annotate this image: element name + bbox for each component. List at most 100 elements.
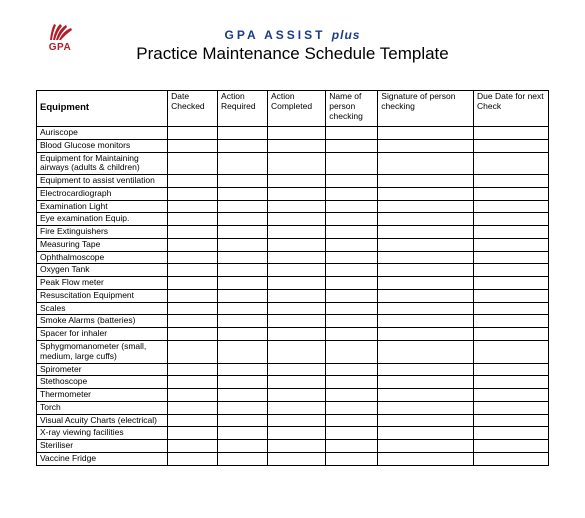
empty-cell (326, 414, 378, 427)
empty-cell (378, 452, 474, 465)
maintenance-table: Equipment Date Checked Action Required A… (36, 90, 549, 466)
equipment-cell: Peak Flow meter (37, 277, 168, 290)
table-row: Equipment to assist ventilation (37, 175, 549, 188)
empty-cell (326, 363, 378, 376)
empty-cell (168, 328, 218, 341)
empty-cell (326, 139, 378, 152)
table-row: Equipment for Maintaining airways (adult… (37, 152, 549, 175)
logo-text: GPA (40, 43, 80, 53)
empty-cell (378, 427, 474, 440)
col-date-checked: Date Checked (168, 91, 218, 127)
col-equipment: Equipment (37, 91, 168, 127)
table-row: Eye examination Equip. (37, 213, 549, 226)
equipment-cell: Stethoscope (37, 376, 168, 389)
fan-icon (46, 22, 74, 42)
empty-cell (474, 427, 549, 440)
empty-cell (474, 251, 549, 264)
empty-cell (267, 277, 325, 290)
equipment-cell: Resuscitation Equipment (37, 289, 168, 302)
empty-cell (218, 152, 268, 175)
empty-cell (326, 452, 378, 465)
empty-cell (474, 315, 549, 328)
equipment-cell: Torch (37, 401, 168, 414)
equipment-cell: Examination Light (37, 200, 168, 213)
table-row: Ophthalmoscope (37, 251, 549, 264)
empty-cell (474, 440, 549, 453)
empty-cell (378, 127, 474, 140)
header: GPA GPA ASSIST plus Practice Maintenance… (36, 28, 549, 84)
empty-cell (267, 328, 325, 341)
empty-cell (168, 264, 218, 277)
empty-cell (326, 213, 378, 226)
empty-cell (168, 238, 218, 251)
empty-cell (326, 238, 378, 251)
empty-cell (218, 328, 268, 341)
header-line1a: GPA ASSIST (225, 28, 326, 42)
empty-cell (474, 213, 549, 226)
table-row: Vaccine Fridge (37, 452, 549, 465)
empty-cell (378, 238, 474, 251)
empty-cell (378, 264, 474, 277)
empty-cell (326, 302, 378, 315)
empty-cell (378, 440, 474, 453)
empty-cell (267, 341, 325, 364)
equipment-cell: Equipment to assist ventilation (37, 175, 168, 188)
empty-cell (474, 139, 549, 152)
header-subtitle: GPA ASSIST plus (36, 28, 549, 42)
empty-cell (474, 341, 549, 364)
empty-cell (378, 414, 474, 427)
equipment-cell: Electrocardiograph (37, 187, 168, 200)
empty-cell (326, 226, 378, 239)
table-row: Examination Light (37, 200, 549, 213)
equipment-cell: Sphygmomanometer (small, medium, large c… (37, 341, 168, 364)
empty-cell (218, 427, 268, 440)
table-header-row: Equipment Date Checked Action Required A… (37, 91, 549, 127)
empty-cell (168, 175, 218, 188)
empty-cell (168, 452, 218, 465)
equipment-cell: Steriliser (37, 440, 168, 453)
empty-cell (474, 328, 549, 341)
equipment-cell: Visual Acuity Charts (electrical) (37, 414, 168, 427)
empty-cell (168, 139, 218, 152)
equipment-cell: Scales (37, 302, 168, 315)
empty-cell (218, 302, 268, 315)
title-block: GPA ASSIST plus Practice Maintenance Sch… (36, 28, 549, 64)
table-row: Oxygen Tank (37, 264, 549, 277)
empty-cell (474, 175, 549, 188)
empty-cell (267, 302, 325, 315)
empty-cell (168, 187, 218, 200)
empty-cell (474, 200, 549, 213)
equipment-cell: Spirometer (37, 363, 168, 376)
empty-cell (168, 341, 218, 364)
table-row: Scales (37, 302, 549, 315)
table-row: Steriliser (37, 440, 549, 453)
empty-cell (168, 289, 218, 302)
empty-cell (267, 127, 325, 140)
empty-cell (326, 251, 378, 264)
table-row: Fire Extinguishers (37, 226, 549, 239)
empty-cell (168, 376, 218, 389)
empty-cell (326, 187, 378, 200)
empty-cell (326, 277, 378, 290)
equipment-cell: Blood Glucose monitors (37, 139, 168, 152)
empty-cell (326, 440, 378, 453)
empty-cell (378, 139, 474, 152)
empty-cell (218, 401, 268, 414)
table-row: Blood Glucose monitors (37, 139, 549, 152)
empty-cell (218, 213, 268, 226)
empty-cell (168, 213, 218, 226)
empty-cell (267, 427, 325, 440)
empty-cell (378, 152, 474, 175)
empty-cell (474, 238, 549, 251)
equipment-cell: Smoke Alarms (batteries) (37, 315, 168, 328)
empty-cell (326, 200, 378, 213)
col-name-checking: Name of person checking (326, 91, 378, 127)
empty-cell (218, 251, 268, 264)
empty-cell (267, 401, 325, 414)
empty-cell (326, 401, 378, 414)
empty-cell (474, 302, 549, 315)
empty-cell (168, 389, 218, 402)
empty-cell (168, 277, 218, 290)
col-signature: Signature of person checking (378, 91, 474, 127)
empty-cell (267, 251, 325, 264)
